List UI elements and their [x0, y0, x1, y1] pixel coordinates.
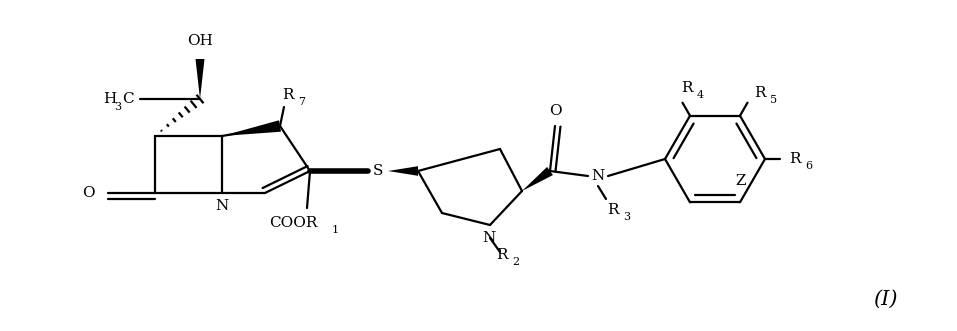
Text: (I): (I) [873, 290, 898, 308]
Text: N: N [215, 199, 229, 213]
Polygon shape [222, 120, 281, 136]
Text: COOR: COOR [269, 216, 317, 230]
Text: 6: 6 [806, 161, 812, 171]
Polygon shape [388, 166, 418, 176]
Text: R: R [754, 86, 766, 100]
Text: Z: Z [735, 174, 746, 188]
Text: O: O [81, 186, 95, 200]
Polygon shape [195, 59, 205, 99]
Text: N: N [482, 231, 496, 245]
Text: O: O [548, 104, 562, 118]
Text: 1: 1 [331, 225, 339, 235]
Text: 3: 3 [623, 212, 631, 222]
Text: 5: 5 [770, 95, 777, 105]
Text: H: H [103, 92, 117, 106]
Text: R: R [497, 248, 508, 262]
Text: R: R [680, 81, 692, 95]
Text: 3: 3 [115, 102, 122, 112]
Text: 4: 4 [697, 90, 704, 100]
Text: 2: 2 [512, 257, 520, 267]
Text: R: R [282, 88, 294, 102]
Text: OH: OH [187, 34, 213, 48]
Text: C: C [122, 92, 134, 106]
Text: 7: 7 [299, 97, 305, 107]
Text: R: R [608, 203, 619, 217]
Text: N: N [591, 169, 605, 183]
Text: R: R [790, 152, 801, 166]
Polygon shape [522, 167, 553, 191]
Text: S: S [373, 164, 383, 178]
